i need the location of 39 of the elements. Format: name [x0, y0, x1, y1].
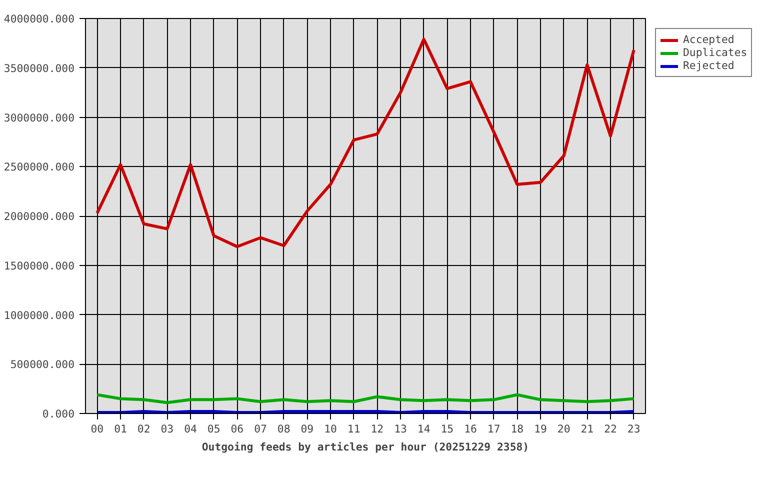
x-tick-label: 08 — [277, 422, 290, 436]
x-tick-label: 06 — [230, 422, 244, 436]
y-tick-label: 3500000.000 — [4, 62, 75, 75]
x-tick-label: 00 — [90, 422, 104, 436]
legend-label: Accepted — [683, 33, 734, 46]
x-tick-label: 07 — [254, 422, 267, 436]
x-tick-label: 19 — [534, 422, 547, 436]
x-axis-title: Outgoing feeds by articles per hour (20251229 2358) — [202, 440, 530, 454]
x-tick-label: 14 — [417, 422, 430, 436]
x-tick-label: 23 — [627, 422, 640, 436]
x-tick-label: 12 — [370, 422, 384, 436]
x-tick-label: 04 — [184, 422, 197, 436]
legend-label: Duplicates — [683, 46, 748, 59]
y-tick-label: 500000.000 — [10, 358, 74, 372]
x-tick-label: 10 — [324, 422, 337, 436]
x-tick-label: 05 — [207, 422, 220, 436]
x-tick-label: 09 — [300, 422, 314, 436]
x-tick-label: 20 — [557, 422, 570, 436]
x-tick-label: 01 — [114, 422, 127, 436]
y-tick-label: 1500000.000 — [4, 259, 75, 272]
x-tick-label: 22 — [604, 422, 617, 436]
line-series — [96, 393, 636, 404]
y-tick-label: 4000000.000 — [4, 12, 75, 26]
x-tick-label: 21 — [580, 422, 594, 436]
x-tick-label: 18 — [510, 422, 524, 436]
x-tick-label: 16 — [464, 422, 477, 436]
x-tick-label: 11 — [347, 422, 360, 436]
x-tick-label: 02 — [137, 422, 150, 436]
y-tick-label: 0.000 — [42, 408, 74, 420]
x-tick-label: 13 — [394, 422, 407, 436]
x-tick-label: 15 — [440, 422, 454, 436]
y-tick-label: 2500000.000 — [4, 160, 75, 174]
y-tick-label: 3000000.000 — [4, 111, 75, 124]
x-tick-label: 03 — [160, 422, 174, 436]
y-tick-label: 2000000.000 — [4, 210, 75, 223]
y-tick-label: 1000000.000 — [4, 308, 75, 322]
x-tick-label: 17 — [487, 422, 500, 436]
legend-label: Rejected — [683, 59, 734, 72]
line-series — [96, 38, 636, 248]
